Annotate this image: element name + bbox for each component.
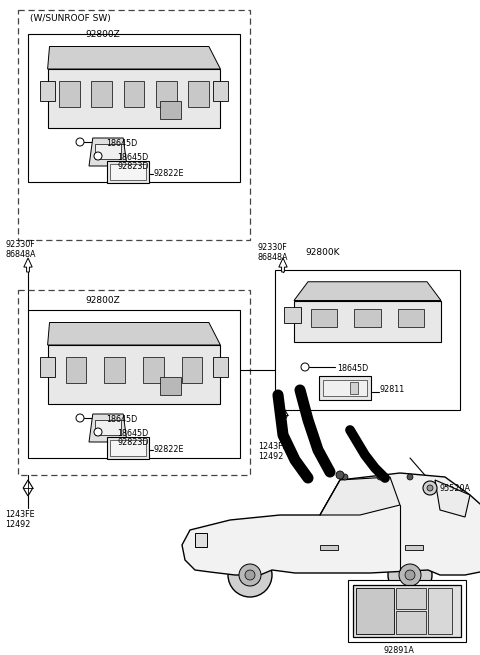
Bar: [160, 377, 180, 395]
Bar: [143, 357, 164, 383]
Bar: [124, 81, 144, 107]
Bar: [213, 81, 228, 101]
Text: 92823D: 92823D: [117, 438, 148, 447]
Bar: [397, 309, 424, 328]
Bar: [40, 357, 55, 377]
Bar: [110, 164, 146, 180]
Polygon shape: [48, 47, 220, 69]
Bar: [95, 420, 121, 435]
Polygon shape: [89, 138, 127, 166]
Text: 92330F: 92330F: [257, 243, 287, 252]
Bar: [319, 376, 371, 400]
Text: 12492: 12492: [258, 452, 283, 461]
Bar: [182, 357, 203, 383]
Bar: [110, 440, 146, 456]
Polygon shape: [48, 322, 220, 345]
Bar: [28, 310, 240, 458]
Bar: [95, 143, 121, 159]
Text: 92330F: 92330F: [5, 240, 35, 249]
Circle shape: [336, 471, 344, 479]
Text: (W/SUNROOF SW): (W/SUNROOF SW): [30, 14, 111, 23]
Circle shape: [76, 138, 84, 146]
Circle shape: [405, 570, 415, 580]
Circle shape: [228, 553, 272, 597]
Text: 86848A: 86848A: [257, 253, 288, 262]
Circle shape: [239, 564, 261, 586]
Bar: [353, 585, 461, 637]
Text: 92800Z: 92800Z: [85, 30, 120, 39]
Text: 1243FE: 1243FE: [258, 442, 288, 451]
Circle shape: [423, 481, 437, 495]
Text: 92822E: 92822E: [154, 169, 184, 178]
Text: 86848A: 86848A: [5, 250, 36, 259]
Text: 92800K: 92800K: [305, 248, 339, 257]
Text: 95520A: 95520A: [439, 484, 470, 493]
Bar: [107, 161, 149, 183]
Bar: [428, 588, 452, 634]
Bar: [396, 588, 426, 608]
Polygon shape: [23, 480, 33, 496]
Text: 18645D: 18645D: [106, 139, 137, 148]
Circle shape: [76, 414, 84, 422]
Polygon shape: [182, 473, 480, 575]
Bar: [350, 382, 358, 394]
Text: 18645D: 18645D: [117, 153, 148, 162]
Circle shape: [377, 474, 383, 480]
Bar: [195, 533, 207, 547]
Bar: [18, 10, 250, 240]
Circle shape: [94, 428, 102, 436]
Text: 92822E: 92822E: [154, 445, 184, 454]
Bar: [91, 81, 112, 107]
Bar: [48, 345, 220, 403]
Bar: [59, 81, 80, 107]
Bar: [311, 309, 337, 328]
Polygon shape: [24, 258, 32, 272]
Bar: [213, 357, 228, 377]
Bar: [66, 357, 86, 383]
Bar: [40, 81, 55, 101]
Text: 1243FE: 1243FE: [5, 510, 35, 519]
Bar: [405, 545, 423, 550]
Text: 18645D: 18645D: [117, 429, 148, 438]
Bar: [396, 610, 426, 633]
Polygon shape: [278, 407, 288, 423]
Text: 12492: 12492: [5, 520, 30, 529]
Circle shape: [388, 553, 432, 597]
Bar: [323, 380, 367, 396]
Polygon shape: [279, 258, 287, 272]
Bar: [18, 290, 250, 475]
Polygon shape: [89, 414, 127, 442]
Text: 92891A: 92891A: [383, 646, 414, 655]
Bar: [28, 34, 240, 182]
Circle shape: [407, 474, 413, 480]
Bar: [107, 437, 149, 459]
Text: 92811: 92811: [380, 385, 405, 394]
Bar: [160, 101, 180, 119]
Bar: [156, 81, 177, 107]
Bar: [275, 270, 460, 410]
Circle shape: [399, 564, 421, 586]
Bar: [284, 307, 301, 323]
Circle shape: [427, 485, 433, 491]
Bar: [48, 69, 220, 128]
Circle shape: [245, 570, 255, 580]
Circle shape: [301, 363, 309, 371]
Bar: [354, 309, 381, 328]
Polygon shape: [435, 480, 470, 517]
Circle shape: [94, 152, 102, 160]
Text: 92800Z: 92800Z: [85, 296, 120, 305]
Bar: [320, 545, 338, 550]
Bar: [104, 357, 125, 383]
Text: 92823D: 92823D: [117, 162, 148, 171]
Text: 18645D: 18645D: [106, 415, 137, 424]
Bar: [188, 81, 209, 107]
Circle shape: [342, 474, 348, 480]
Polygon shape: [320, 477, 400, 515]
Bar: [294, 301, 441, 342]
Polygon shape: [294, 282, 441, 301]
Bar: [356, 588, 394, 634]
Bar: [348, 580, 466, 642]
Text: 18645D: 18645D: [337, 364, 368, 373]
